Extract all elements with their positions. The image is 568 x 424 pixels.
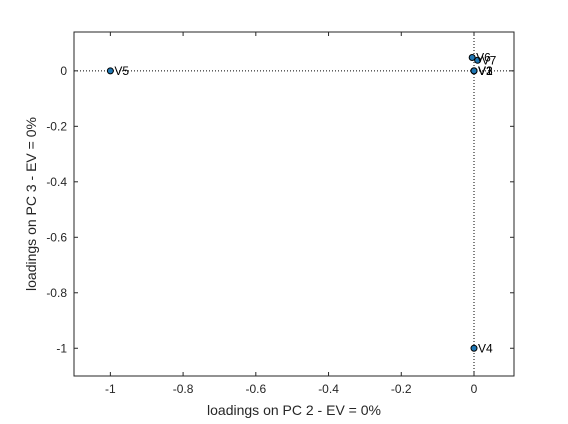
data-points: [106, 54, 482, 352]
y-tick-label: -0.8: [46, 286, 67, 300]
x-tick-label: -0.8: [173, 382, 194, 396]
y-tick-label: 0: [60, 64, 67, 78]
point-label-v1: V1: [478, 64, 493, 78]
data-point-v5: [106, 67, 114, 75]
point-label-v3: V3: [478, 64, 493, 78]
y-axis-label: loadings on PC 3 - EV = 0%: [23, 117, 39, 291]
x-tick-label: -0.2: [391, 382, 412, 396]
data-point-v7: [474, 56, 482, 64]
y-tick-label: -0.6: [46, 230, 67, 244]
plot-area: [74, 32, 514, 376]
x-tick-label: -0.6: [245, 382, 266, 396]
point-label-v2: V2: [478, 64, 493, 78]
x-tick-label: -0.4: [318, 382, 339, 396]
point-label-v5: V5: [114, 64, 129, 78]
y-tick-label: -1: [56, 341, 67, 355]
data-point-v3: [470, 67, 478, 75]
y-axis-ticks: 0 -0.2 -0.4 -0.6 -0.8 -1: [46, 64, 514, 355]
data-point-v6: [468, 54, 476, 62]
y-tick-label: -0.4: [46, 175, 67, 189]
x-tick-label: 0: [471, 382, 478, 396]
x-tick-label: -1: [105, 382, 116, 396]
x-axis-label: loadings on PC 2 - EV = 0%: [207, 402, 381, 418]
reference-lines: [74, 32, 514, 376]
y-tick-label: -0.2: [46, 119, 67, 133]
point-label-v7: V7: [482, 53, 497, 67]
plot-frame: [73, 31, 515, 377]
point-label-v6: V6: [476, 51, 491, 65]
point-label-v4: V4: [478, 341, 493, 355]
data-point-v4: [470, 344, 478, 352]
x-axis-ticks: -1 -0.8 -0.6 -0.4 -0.2 0: [105, 32, 478, 396]
